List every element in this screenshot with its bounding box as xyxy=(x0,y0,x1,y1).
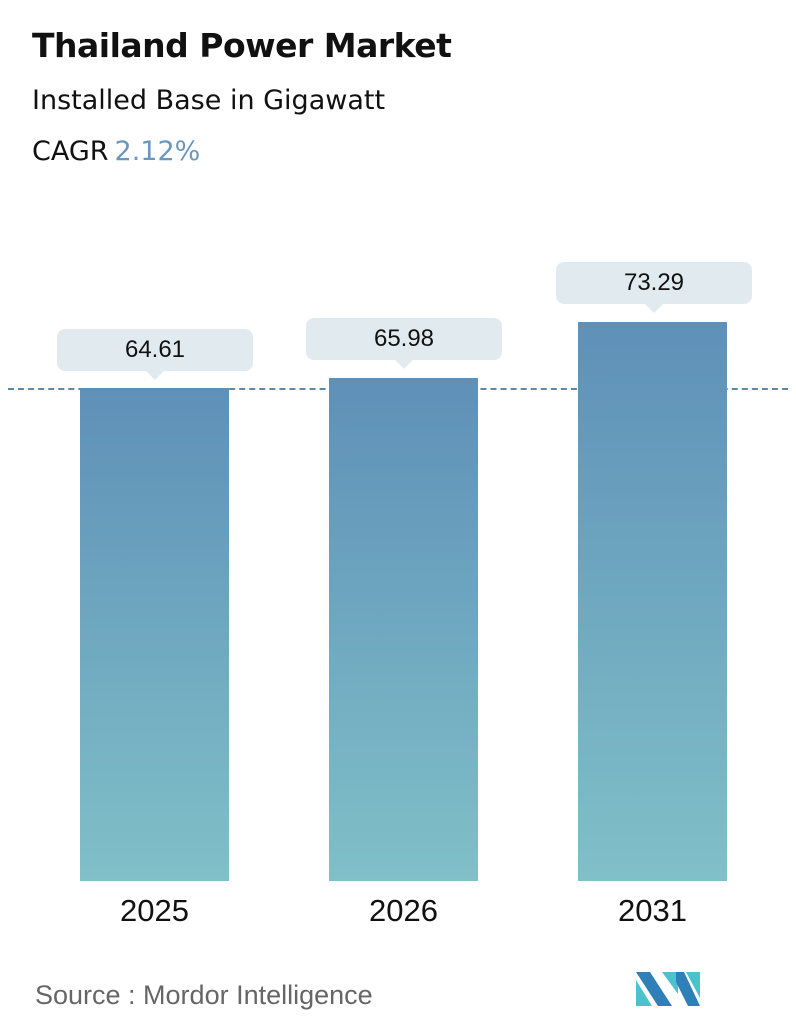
cagr-value: 2.12% xyxy=(114,136,201,167)
source-text: Source : Mordor Intelligence xyxy=(35,980,373,1010)
value-label-2025: 64.61 xyxy=(57,329,253,380)
chart-subtitle: Installed Base in Gigawatt xyxy=(32,85,386,116)
x-label-2026: 2026 xyxy=(369,893,438,928)
bar-2025 xyxy=(80,388,229,881)
cagr-line: CAGR 2.12% xyxy=(32,136,200,167)
mordor-intelligence-logo-icon xyxy=(636,972,700,1006)
value-label-2026: 65.98 xyxy=(306,318,502,369)
chart-title: Thailand Power Market xyxy=(32,26,452,65)
x-label-2025: 2025 xyxy=(120,893,189,928)
bar-2031 xyxy=(578,322,727,881)
x-label-2031: 2031 xyxy=(618,893,687,928)
bar-2026 xyxy=(329,378,478,881)
value-label-2031: 73.29 xyxy=(556,262,752,313)
cagr-label: CAGR xyxy=(32,136,109,167)
